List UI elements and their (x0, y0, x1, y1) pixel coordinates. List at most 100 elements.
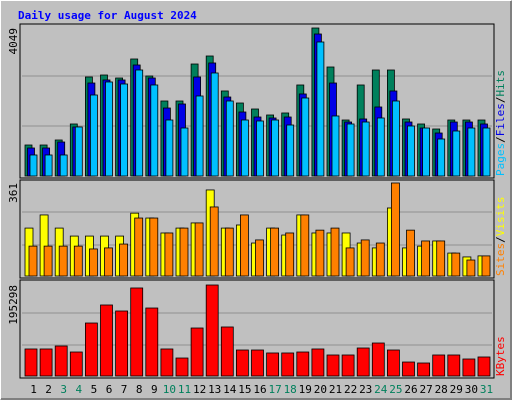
bar (361, 121, 370, 177)
bar (341, 354, 355, 377)
bar (195, 95, 204, 177)
x-tick-label: 1 (30, 383, 37, 396)
bar (90, 94, 98, 177)
bar (24, 348, 38, 377)
x-tick-label: 18 (284, 383, 297, 396)
legend: Pages/Files/Hits (494, 70, 507, 176)
bar (386, 349, 400, 377)
bar (316, 41, 325, 177)
bar (376, 117, 385, 177)
bar (251, 349, 264, 377)
legend: Sites/Visits (494, 197, 507, 277)
bar (59, 154, 68, 177)
bar (462, 358, 476, 377)
panel-frame (19, 23, 495, 179)
x-tick-label: 24 (374, 383, 388, 396)
panel-frame (19, 179, 495, 279)
bar (447, 354, 461, 377)
bar (240, 119, 249, 177)
legend-entry: Hits (494, 70, 507, 97)
bar (73, 245, 83, 277)
x-tick-label: 9 (151, 383, 158, 396)
x-tick-label: 14 (223, 383, 237, 396)
bar (150, 84, 159, 177)
legend-entry: Visits (494, 197, 507, 237)
bar (54, 345, 68, 377)
bar (224, 227, 234, 277)
x-tick-label: 17 (268, 383, 281, 396)
bar (326, 354, 340, 377)
bar (220, 326, 234, 377)
bar (44, 154, 53, 177)
bar (194, 222, 204, 277)
bar (149, 217, 159, 277)
bar (165, 119, 174, 177)
bar (285, 232, 295, 277)
bar (466, 259, 476, 277)
legend-separator: / (494, 236, 507, 243)
x-tick-label: 19 (299, 383, 312, 396)
x-tick-label: 7 (121, 383, 128, 396)
bar (74, 126, 83, 177)
legend-entry: Files (494, 103, 507, 136)
bar (120, 83, 128, 177)
bar (406, 229, 415, 277)
bar (100, 304, 113, 377)
bar (482, 127, 491, 177)
bar (105, 81, 113, 177)
bar (130, 287, 144, 377)
bar (467, 127, 476, 177)
bar (296, 351, 310, 377)
x-tick-label: 6 (106, 383, 113, 396)
x-tick-label: 29 (450, 383, 463, 396)
bar (175, 357, 189, 377)
bar (356, 347, 370, 377)
bar (266, 352, 280, 377)
x-tick-label: 11 (178, 383, 191, 396)
bar (135, 69, 144, 177)
legend-entry: KBytes (494, 336, 507, 376)
chart-title: Daily usage for August 2024 (18, 9, 197, 22)
bar (164, 232, 174, 277)
bar (402, 361, 415, 377)
bar (300, 214, 310, 277)
x-tick-label: 13 (208, 383, 221, 396)
bar (432, 354, 446, 377)
bar (115, 310, 128, 377)
bar (360, 239, 370, 277)
x-tick-label: 27 (419, 383, 432, 396)
y-tick-label: 4049 (7, 28, 20, 55)
x-tick-label: 2 (45, 383, 52, 396)
bar (58, 245, 68, 277)
bar (239, 214, 249, 277)
bar (477, 356, 491, 377)
bar (205, 284, 219, 377)
bar (346, 123, 355, 177)
bar (407, 125, 415, 177)
bar (301, 97, 310, 177)
x-tick-label: 26 (404, 383, 417, 396)
x-tick-label: 31 (480, 383, 493, 396)
bar (89, 248, 98, 277)
bar (85, 322, 98, 377)
bar (452, 130, 461, 177)
x-tick-label: 28 (435, 383, 448, 396)
bar (451, 252, 461, 277)
bar (436, 240, 446, 277)
bar (28, 245, 38, 277)
x-tick-label: 3 (60, 383, 67, 396)
bar (481, 255, 491, 277)
panel-frame (19, 279, 495, 379)
bar (270, 227, 280, 277)
bar (345, 247, 355, 277)
bar (421, 240, 431, 277)
x-tick-label: 22 (344, 383, 357, 396)
bar (311, 348, 325, 377)
bar (271, 119, 280, 177)
bar (69, 351, 83, 377)
y-tick-label: 195298 (7, 285, 20, 325)
bar (256, 120, 264, 177)
